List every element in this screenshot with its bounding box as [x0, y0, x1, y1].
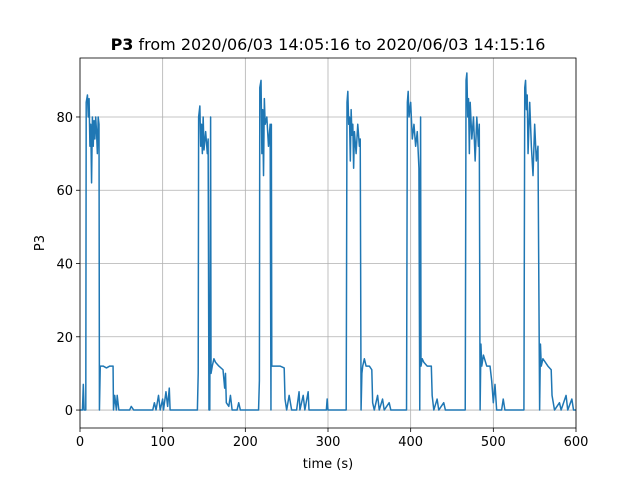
y-tick-label: 60 [56, 184, 73, 199]
title-bold: P3 [111, 35, 134, 54]
x-tick-label: 100 [150, 435, 175, 450]
x-tick-label: 0 [76, 435, 84, 450]
x-tick-label: 300 [316, 435, 341, 450]
x-axis-label: time (s) [303, 457, 353, 472]
y-tick-label: 80 [56, 111, 73, 126]
data-line [80, 72, 576, 411]
x-tick-label: 500 [481, 435, 506, 450]
chart-title: P3 from 2020/06/03 14:05:16 to 2020/06/0… [111, 35, 546, 54]
y-tick-label: 20 [56, 331, 73, 346]
x-tick-label: 200 [233, 435, 258, 450]
title-text: from 2020/06/03 14:05:16 to 2020/06/03 1… [139, 35, 546, 54]
plot-frame [79, 57, 577, 429]
y-tick-label: 0 [65, 404, 73, 419]
y-axis-label: P3 [33, 235, 48, 251]
y-tick-label: 40 [56, 258, 73, 273]
x-tick-label: 600 [564, 435, 589, 450]
x-tick-label: 400 [398, 435, 423, 450]
